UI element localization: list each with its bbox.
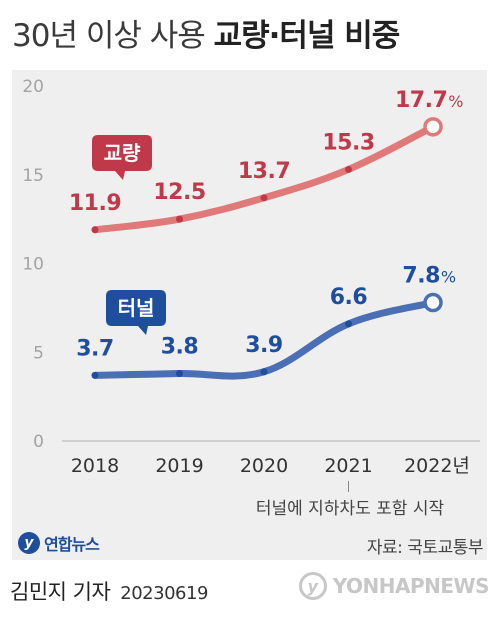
source-note: 자료: 국토교통부 xyxy=(366,538,484,558)
y-tick-label: 0 xyxy=(33,432,44,452)
series-point-1 xyxy=(91,371,99,379)
data-label: 7.8% xyxy=(402,264,455,289)
series-point-0 xyxy=(345,165,352,173)
series-badge-1 xyxy=(106,290,166,335)
series-point-0 xyxy=(176,215,183,223)
x-tick-label: 2021 xyxy=(324,455,372,477)
data-label: 3.7 xyxy=(76,336,113,361)
watermark-logo-mark: y xyxy=(298,572,327,600)
data-label: 6.6 xyxy=(330,285,368,310)
data-label: 11.9 xyxy=(69,191,121,216)
series-point-1 xyxy=(345,320,352,328)
publish-date: 20230619 xyxy=(120,583,208,604)
title-part2: 교량·터널 비중 xyxy=(213,18,401,54)
y-tick-label: 20 xyxy=(22,77,44,97)
x-tick-label: 2022년 xyxy=(404,455,470,477)
chart-panel xyxy=(12,70,487,560)
data-label: 13.7 xyxy=(238,159,290,184)
yonhap-logo-mark: y xyxy=(18,532,40,554)
data-label: 15.3 xyxy=(322,130,374,155)
data-label: 17.7% xyxy=(395,88,463,113)
watermark: y YONHAPNEWS xyxy=(298,570,490,602)
series-endpoint-1 xyxy=(423,292,443,313)
watermark-text: YONHAPNEWS xyxy=(332,574,490,598)
chart-title: 30년 이상 사용 교량·터널 비중 xyxy=(12,10,401,58)
data-label: 3.8 xyxy=(161,335,198,360)
y-tick-label: 15 xyxy=(22,166,44,186)
series-point-0 xyxy=(91,226,99,234)
footer-bar xyxy=(0,563,499,617)
title-part1: 30년 이상 사용 xyxy=(12,18,214,54)
series-point-1 xyxy=(260,368,268,376)
series-badge-0 xyxy=(92,135,152,180)
data-label: 3.9 xyxy=(245,333,282,358)
legend-label: 터널 xyxy=(118,296,155,320)
yonhap-logo-name: 연합뉴스 xyxy=(44,535,100,554)
legend-label: 교량 xyxy=(104,141,141,165)
data-label: 12.5 xyxy=(153,180,205,205)
series-point-1 xyxy=(176,370,183,378)
series-endpoint-0 xyxy=(423,117,443,137)
x-tick-label: 2020 xyxy=(240,455,288,477)
byline: 김민지 기자 20230619 xyxy=(10,576,208,606)
yonhap-logo: y 연합뉴스 xyxy=(18,531,100,555)
x-tick-label: 2019 xyxy=(155,455,203,477)
series-point-0 xyxy=(260,194,268,202)
annotation-text: 터널에 지하차도 포함 시작 xyxy=(256,499,445,519)
x-tick-label: 2018 xyxy=(71,455,119,477)
y-tick-label: 10 xyxy=(22,255,44,275)
author: 김민지 기자 xyxy=(10,580,111,604)
y-tick-label: 5 xyxy=(33,343,44,363)
